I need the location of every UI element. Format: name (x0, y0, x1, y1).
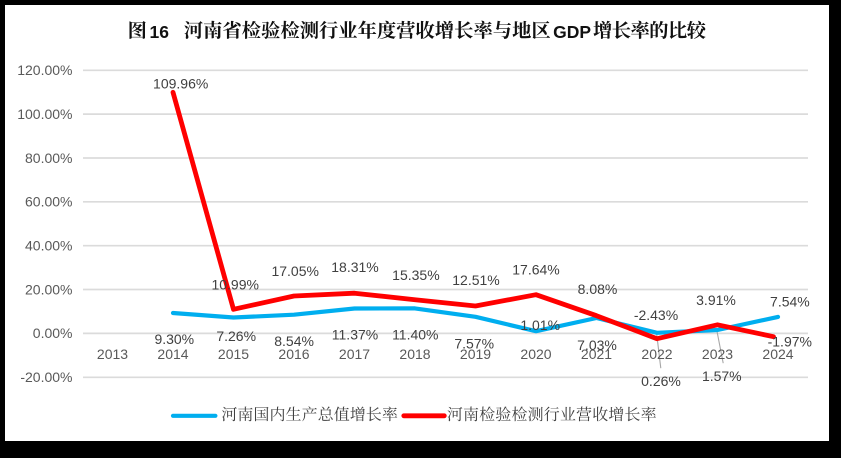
svg-text:2022: 2022 (641, 346, 672, 362)
svg-text:12.51%: 12.51% (452, 272, 499, 288)
svg-text:40.00%: 40.00% (25, 238, 72, 254)
svg-text:7.03%: 7.03% (577, 337, 617, 353)
svg-text:7.54%: 7.54% (770, 294, 810, 310)
svg-text:2023: 2023 (702, 346, 733, 362)
svg-text:2018: 2018 (399, 346, 430, 362)
svg-text:109.96%: 109.96% (153, 76, 208, 92)
svg-text:0.00%: 0.00% (33, 325, 73, 341)
svg-text:2015: 2015 (218, 346, 249, 362)
svg-text:17.05%: 17.05% (271, 263, 318, 279)
svg-text:17.64%: 17.64% (512, 262, 559, 278)
svg-text:60.00%: 60.00% (25, 194, 72, 210)
svg-text:0.26%: 0.26% (641, 373, 681, 389)
svg-text:100.00%: 100.00% (17, 106, 72, 122)
svg-text:2019: 2019 (460, 346, 491, 362)
svg-text:2013: 2013 (97, 346, 128, 362)
svg-text:8.08%: 8.08% (578, 281, 618, 297)
svg-text:15.35%: 15.35% (392, 267, 439, 283)
svg-text:2024: 2024 (762, 346, 793, 362)
svg-text:11.40%: 11.40% (392, 327, 438, 343)
svg-text:GDP: GDP (553, 22, 591, 42)
svg-text:2017: 2017 (339, 346, 370, 362)
svg-text:7.26%: 7.26% (216, 328, 256, 344)
svg-text:2014: 2014 (157, 346, 188, 362)
svg-text:120.00%: 120.00% (17, 62, 72, 78)
svg-text:-1.97%: -1.97% (768, 334, 812, 350)
svg-text:20.00%: 20.00% (25, 281, 72, 297)
svg-text:80.00%: 80.00% (25, 150, 72, 166)
svg-text:-20.00%: -20.00% (20, 369, 72, 385)
svg-text:3.91%: 3.91% (696, 292, 736, 308)
svg-text:10.99%: 10.99% (211, 277, 258, 293)
svg-text:2021: 2021 (581, 346, 612, 362)
svg-text:-2.43%: -2.43% (634, 307, 678, 323)
svg-text:11.37%: 11.37% (332, 327, 378, 343)
svg-text:1.57%: 1.57% (702, 368, 742, 384)
svg-text:1.01%: 1.01% (520, 317, 560, 333)
svg-text:2020: 2020 (520, 346, 551, 362)
svg-text:7.57%: 7.57% (454, 336, 494, 352)
svg-text:18.31%: 18.31% (331, 259, 378, 275)
svg-text:8.54%: 8.54% (274, 333, 314, 349)
svg-text:9.30%: 9.30% (154, 331, 194, 347)
svg-text:2016: 2016 (278, 346, 309, 362)
svg-text:16: 16 (150, 22, 170, 42)
